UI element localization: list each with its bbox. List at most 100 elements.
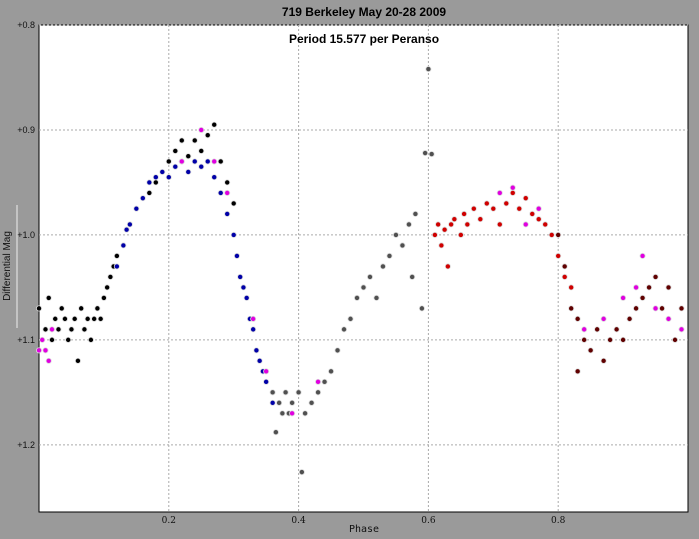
- data-point: [444, 263, 451, 270]
- data-point: [568, 284, 575, 291]
- data-point: [315, 389, 322, 396]
- data-point: [509, 184, 516, 191]
- data-point: [451, 216, 458, 223]
- data-point: [334, 347, 341, 354]
- data-point: [341, 326, 348, 333]
- data-point: [678, 326, 685, 333]
- data-point: [237, 273, 244, 280]
- data-point: [243, 294, 250, 301]
- data-point: [574, 315, 581, 322]
- y-tick-label: +1.1: [17, 335, 35, 345]
- data-point: [211, 174, 218, 181]
- data-point: [315, 378, 322, 385]
- data-point: [84, 315, 91, 322]
- data-point: [428, 151, 435, 158]
- data-point: [464, 221, 471, 228]
- data-point: [477, 216, 484, 223]
- data-point: [71, 315, 78, 322]
- data-point: [646, 284, 653, 291]
- data-point: [133, 205, 140, 212]
- data-point: [373, 294, 380, 301]
- data-point: [65, 336, 72, 343]
- data-point: [409, 273, 416, 280]
- data-point: [185, 168, 192, 175]
- data-point: [42, 326, 49, 333]
- data-point: [178, 158, 185, 165]
- data-point: [405, 221, 412, 228]
- x-axis-label: Phase: [349, 524, 379, 535]
- data-point: [448, 221, 455, 228]
- grid: [39, 24, 688, 512]
- data-point: [240, 284, 247, 291]
- data-point: [272, 429, 279, 436]
- data-point: [347, 315, 354, 322]
- data-point: [217, 158, 224, 165]
- data-point: [321, 378, 328, 385]
- data-point: [665, 315, 672, 322]
- y-axis-label: Differential Mag: [2, 231, 13, 301]
- data-point: [457, 231, 464, 238]
- data-point: [263, 378, 270, 385]
- data-point: [282, 389, 289, 396]
- data-point: [191, 137, 198, 144]
- data-point: [107, 273, 114, 280]
- data-point: [74, 357, 81, 364]
- data-point: [470, 205, 477, 212]
- data-point: [302, 410, 309, 417]
- data-point: [91, 315, 98, 322]
- data-point: [308, 399, 315, 406]
- data-point: [529, 210, 536, 217]
- data-point: [652, 273, 659, 280]
- data-point: [392, 231, 399, 238]
- data-point: [48, 336, 55, 343]
- data-point: [542, 221, 549, 228]
- data-point: [379, 263, 386, 270]
- series-dark-red: [555, 231, 685, 375]
- data-point: [269, 389, 276, 396]
- data-point: [104, 284, 111, 291]
- data-point: [581, 336, 588, 343]
- data-point: [581, 326, 588, 333]
- data-point: [639, 294, 646, 301]
- data-point: [224, 189, 231, 196]
- data-point: [298, 469, 305, 476]
- data-point: [39, 336, 46, 343]
- data-point: [574, 368, 581, 375]
- data-point: [233, 252, 240, 259]
- data-points: [36, 66, 685, 476]
- data-point: [360, 284, 367, 291]
- data-point: [198, 126, 205, 133]
- data-point: [204, 132, 211, 139]
- data-point: [87, 336, 94, 343]
- data-point: [399, 242, 406, 249]
- data-point: [289, 399, 296, 406]
- data-point: [412, 210, 419, 217]
- data-point: [633, 305, 640, 312]
- data-point: [100, 294, 107, 301]
- data-point: [172, 163, 179, 170]
- chart-subtitle: Period 15.577 per Peranso: [289, 32, 439, 46]
- data-point: [295, 389, 302, 396]
- data-point: [626, 315, 633, 322]
- x-tick-label: 0.8: [551, 516, 566, 526]
- x-tick-label: 0.2: [162, 516, 176, 526]
- data-point: [503, 200, 510, 207]
- y-tick-label: +1.0: [17, 230, 35, 240]
- data-point: [672, 336, 679, 343]
- data-point: [620, 336, 627, 343]
- data-point: [659, 305, 666, 312]
- data-point: [250, 315, 257, 322]
- data-point: [561, 263, 568, 270]
- data-point: [81, 326, 88, 333]
- y-tick-label: +0.8: [17, 20, 35, 30]
- data-point: [665, 284, 672, 291]
- data-point: [198, 147, 205, 154]
- data-point: [224, 210, 231, 217]
- data-point: [386, 252, 393, 259]
- data-point: [48, 326, 55, 333]
- data-point: [279, 410, 286, 417]
- data-point: [45, 357, 52, 364]
- x-axis: 0.2 0.4 0.6 0.8: [162, 516, 566, 526]
- data-point: [230, 231, 237, 238]
